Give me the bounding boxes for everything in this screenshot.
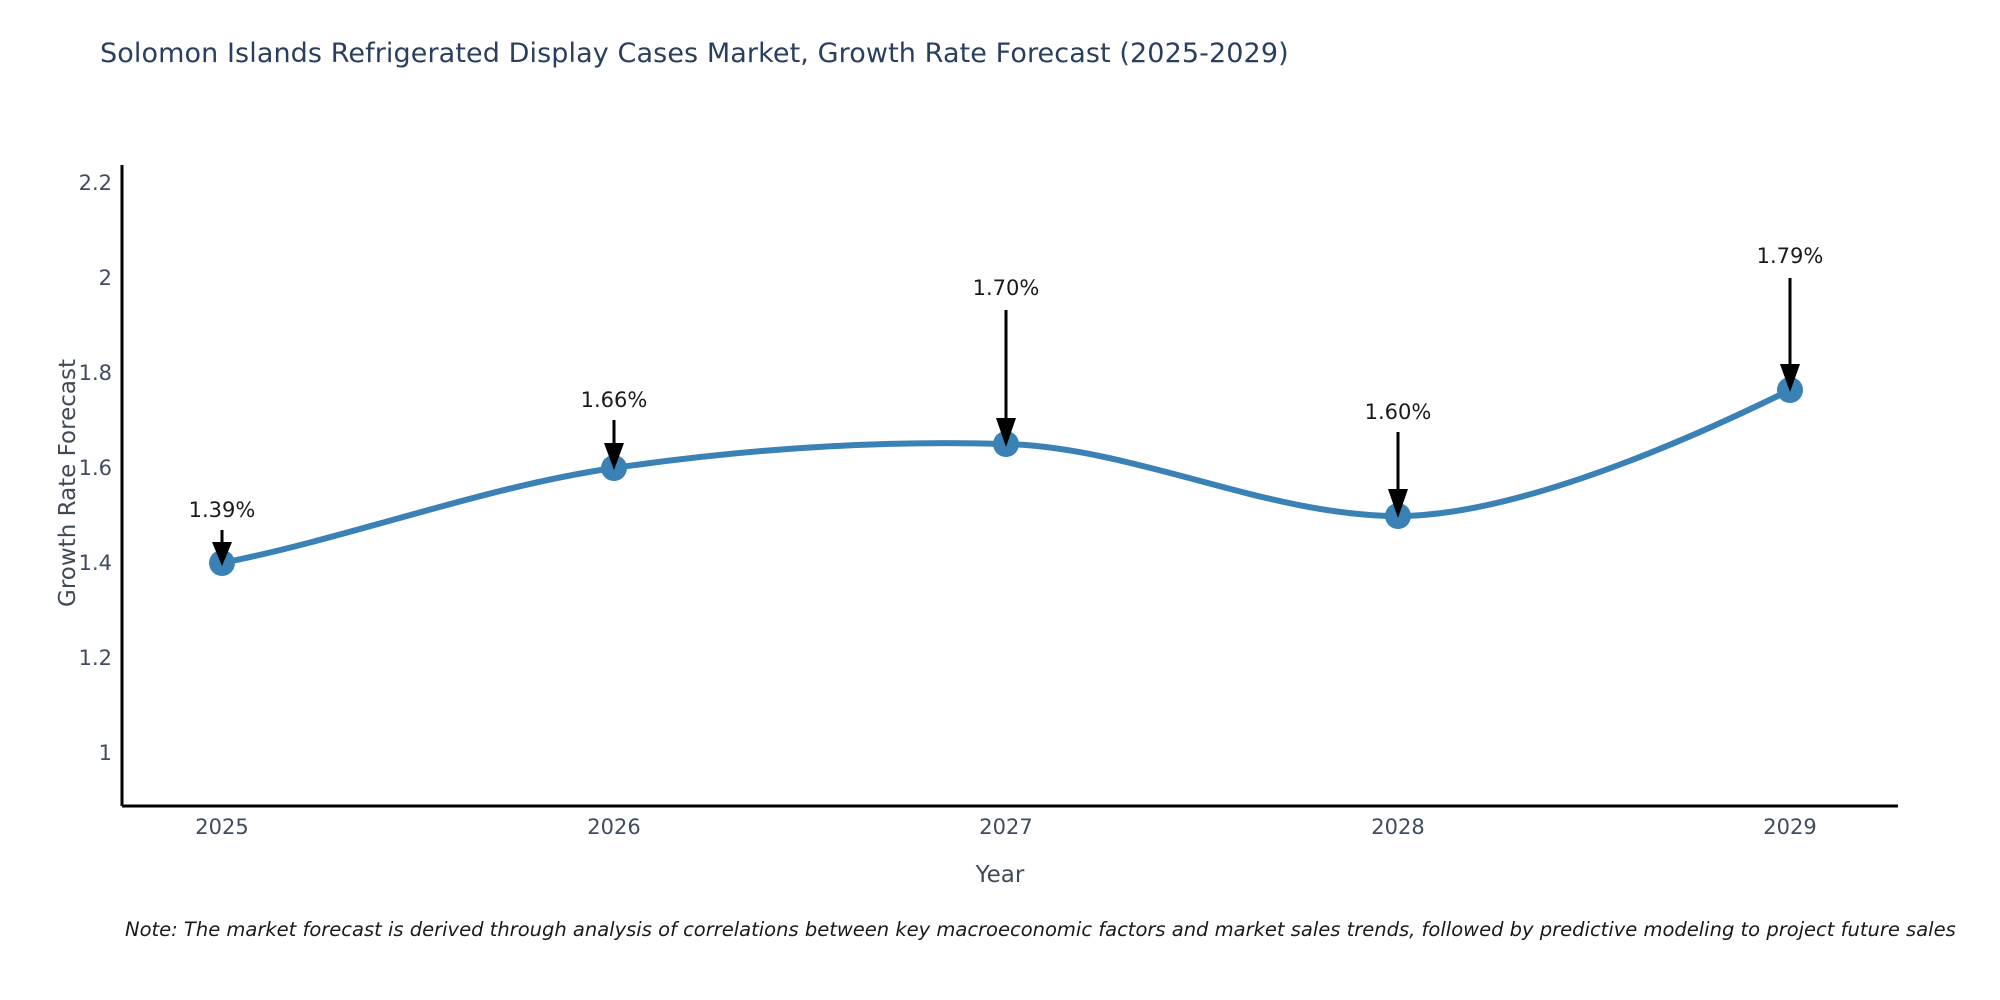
y-axis-tick-label: 2	[98, 266, 112, 290]
annotation-arrow-icon	[604, 420, 624, 470]
y-axis-tick-label: 1.4	[78, 551, 112, 575]
chart-title: Solomon Islands Refrigerated Display Cas…	[100, 38, 1289, 69]
x-axis-tick-label: 2028	[1371, 815, 1425, 839]
data-point-label: 1.66%	[580, 388, 648, 412]
annotation-arrow-icon	[1780, 278, 1800, 392]
data-point-label: 1.79%	[1756, 244, 1824, 268]
y-axis-tick-label: 1	[98, 741, 112, 765]
y-axis-tick-label: 1.8	[78, 361, 112, 385]
x-axis-tick-label: 2029	[1763, 815, 1817, 839]
y-axis-tick-label: 1.2	[78, 646, 112, 670]
x-axis-tick-label: 2027	[979, 815, 1033, 839]
data-point-label: 1.39%	[188, 498, 256, 522]
footnote-note: Note: The market forecast is derived thr…	[125, 918, 1956, 941]
x-axis-tick-label: 2025	[195, 815, 249, 839]
annotation-arrow-icon	[996, 310, 1016, 447]
y-axis-tick-label: 2.2	[78, 171, 112, 195]
data-point-label: 1.60%	[1364, 400, 1432, 424]
x-axis-tick-label: 2026	[587, 815, 641, 839]
annotation-arrow-icon	[212, 530, 232, 566]
x-axis-title: Year	[975, 862, 1025, 888]
y-axis-tick-label: 1.6	[78, 456, 112, 480]
annotation-arrow-icon	[1388, 432, 1408, 518]
data-point-label: 1.70%	[972, 276, 1040, 300]
